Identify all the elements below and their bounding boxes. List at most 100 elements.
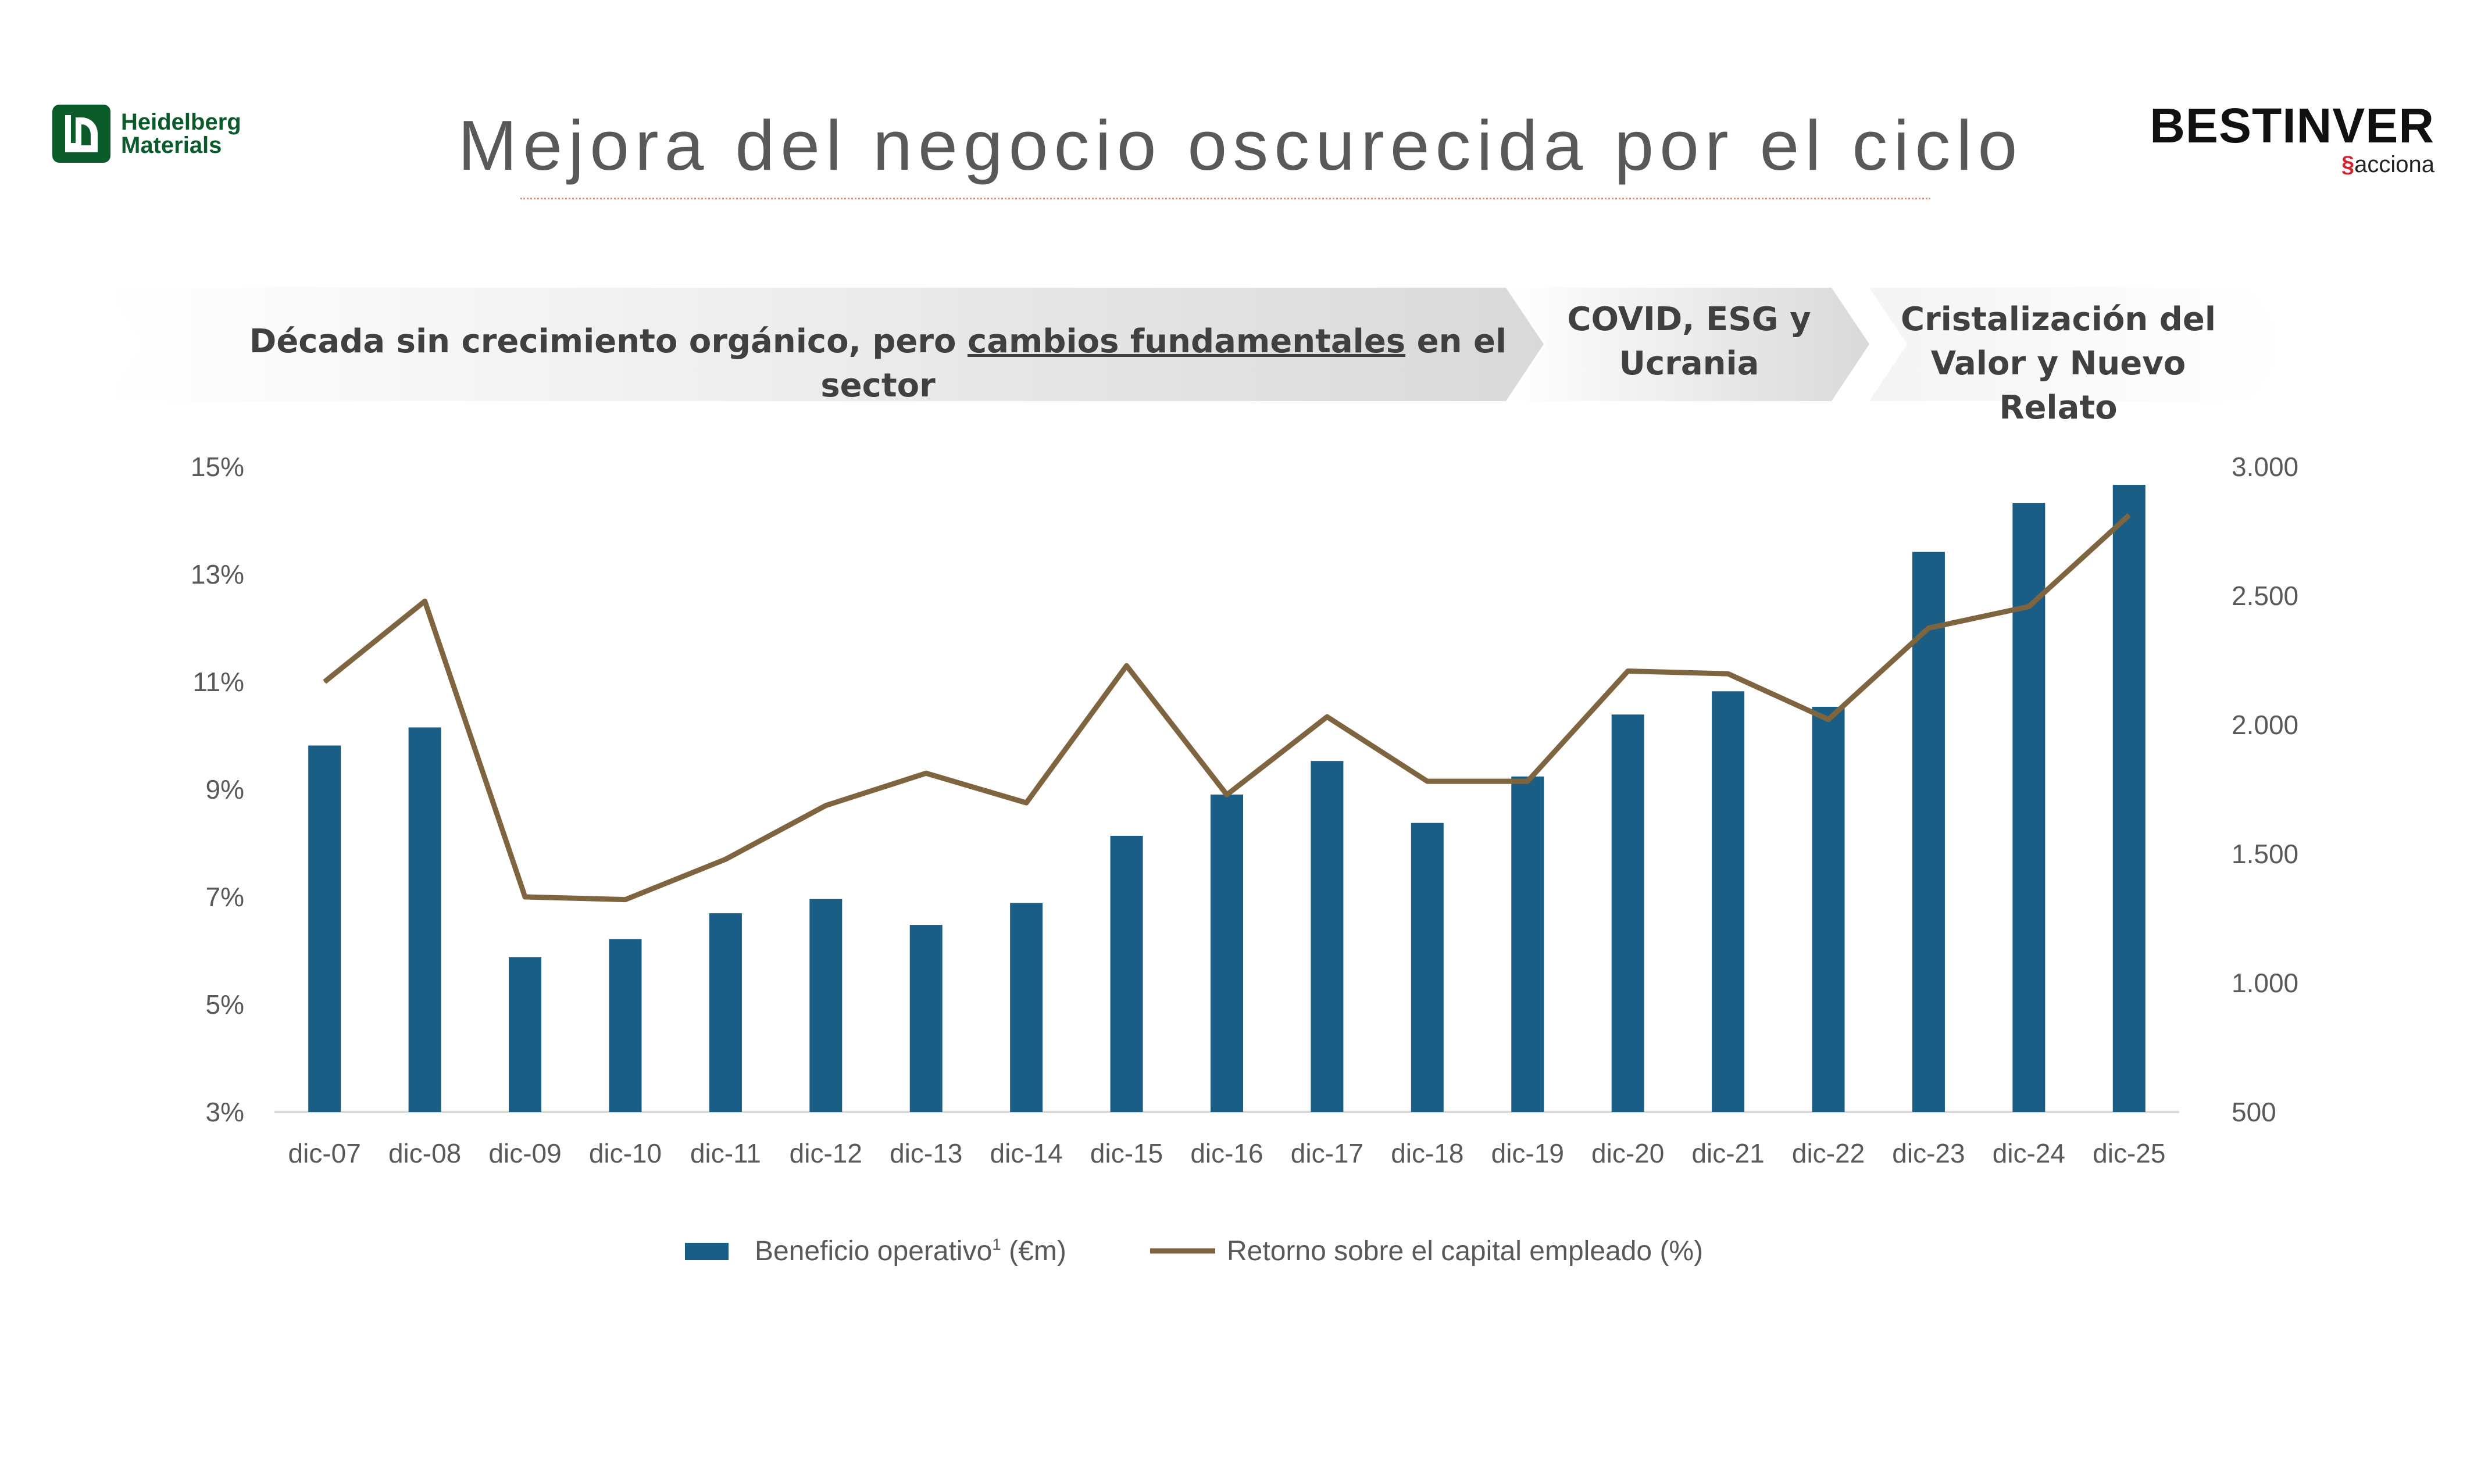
x-tick-label: dic-21 xyxy=(1691,1138,1764,1168)
line-series xyxy=(323,513,2131,903)
bar-dic-08 xyxy=(408,727,441,1112)
roce-point-dic-17 xyxy=(1326,716,1328,718)
x-tick-label: dic-18 xyxy=(1391,1138,1463,1168)
bar-dic-18 xyxy=(1411,823,1444,1112)
y-right-tick-label: 1.500 xyxy=(2232,839,2298,869)
x-tick-label: dic-08 xyxy=(388,1138,461,1168)
y-left-tick-label: 7% xyxy=(206,882,244,912)
bar-dic-22 xyxy=(1812,706,1845,1112)
phase-1-text-underlined: cambios fundamentales xyxy=(967,323,1406,360)
roce-point-dic-25 xyxy=(2128,514,2130,516)
phase-arrow-1 xyxy=(105,288,1544,401)
bar-dic-15 xyxy=(1110,835,1143,1112)
legend-bar-name: Beneficio operativo xyxy=(755,1236,992,1267)
y-right-tick-label: 2.500 xyxy=(2232,581,2298,611)
x-tick-label: dic-24 xyxy=(1993,1138,2065,1168)
roce-point-dic-16 xyxy=(1226,794,1227,796)
logo-right-sub: acciona xyxy=(2354,152,2434,177)
bestinver-logo: BESTINVER §acciona xyxy=(2150,98,2434,178)
x-tick-label: dic-12 xyxy=(790,1138,862,1168)
x-tick-label: dic-14 xyxy=(990,1138,1063,1168)
roce-point-dic-07 xyxy=(324,681,326,682)
x-tick-label: dic-22 xyxy=(1792,1138,1865,1168)
x-tick-label: dic-25 xyxy=(2093,1138,2165,1168)
phase-3-line1: Cristalización del xyxy=(1900,301,2216,338)
logo-right-brand: BESTINVER xyxy=(2150,98,2434,153)
bar-dic-07 xyxy=(308,745,341,1112)
x-axis-labels: dic-07 dic-08 dic-09 dic-10 dic-11 dic-12 dic-… xyxy=(288,1138,2166,1168)
bar-dic-11 xyxy=(709,913,742,1112)
phase-arrows xyxy=(105,288,2288,401)
phase-3-line2: Valor y Nuevo Relato xyxy=(1930,345,2186,427)
x-tick-label: dic-11 xyxy=(690,1138,761,1168)
phase-1-text-before: Década sin crecimiento orgánico, pero xyxy=(249,323,968,360)
roce-point-dic-21 xyxy=(1727,673,1729,675)
bar-dic-09 xyxy=(509,957,542,1112)
logo-left-line1: Heidelberg xyxy=(121,109,241,135)
legend-bar-sup: 1 xyxy=(992,1235,1001,1253)
bar-dic-12 xyxy=(809,899,843,1112)
y-left-tick-label: 5% xyxy=(206,989,244,1020)
roce-point-dic-22 xyxy=(1827,718,1829,720)
x-tick-label: dic-16 xyxy=(1190,1138,1263,1168)
legend: Beneficio operativo1 (€m) Retorno sobre … xyxy=(685,1235,1703,1267)
x-tick-label: dic-20 xyxy=(1591,1138,1664,1168)
roce-point-dic-23 xyxy=(1927,627,1929,629)
roce-point-dic-15 xyxy=(1126,665,1127,667)
legend-bar-label: Beneficio operativo1 (€m) xyxy=(755,1235,1066,1267)
bar-dic-23 xyxy=(1912,552,1945,1112)
x-tick-label: dic-15 xyxy=(1090,1138,1163,1168)
y-left-tick-label: 9% xyxy=(206,774,244,804)
x-tick-label: dic-10 xyxy=(589,1138,662,1168)
roce-point-dic-08 xyxy=(424,600,426,602)
y-right-tick-label: 3.000 xyxy=(2232,452,2298,482)
heidelberg-materials-logo: Heidelberg Materials xyxy=(52,105,241,163)
y-left-tick-label: 15% xyxy=(191,452,244,482)
y-axis-right: 3.000 2.500 2.000 1.500 1.000 500 xyxy=(2232,452,2298,1127)
y-right-tick-label: 1.000 xyxy=(2232,968,2298,998)
x-tick-label: dic-23 xyxy=(1892,1138,1965,1168)
x-tick-label: dic-13 xyxy=(890,1138,962,1168)
x-tick-label: dic-19 xyxy=(1491,1138,1564,1168)
phase-2-line1: COVID, ESG y xyxy=(1567,301,1811,338)
phase-arrow-2 xyxy=(1509,288,1869,401)
y-left-tick-label: 13% xyxy=(191,559,244,589)
legend-bar-swatch xyxy=(685,1243,729,1260)
heidelberg-leaf-icon xyxy=(52,105,110,163)
roce-point-dic-20 xyxy=(1627,670,1629,672)
roce-point-dic-18 xyxy=(1426,781,1428,782)
phase-arrow-3 xyxy=(1869,288,2288,401)
roce-point-dic-13 xyxy=(925,773,927,774)
roce-point-dic-24 xyxy=(2028,606,2030,607)
roce-point-dic-10 xyxy=(624,899,626,900)
bar-dic-17 xyxy=(1311,761,1344,1112)
legend-line-label: Retorno sobre el capital empleado (%) xyxy=(1227,1236,1703,1267)
y-left-tick-label: 3% xyxy=(206,1097,244,1127)
phase-2-label: COVID, ESG y Ucrania xyxy=(1547,298,1832,386)
bar-dic-21 xyxy=(1712,691,1745,1112)
phase-1-label: Década sin crecimiento orgánico, pero ca… xyxy=(244,320,1512,408)
bar-dic-20 xyxy=(1611,714,1644,1112)
title-divider xyxy=(520,198,1930,199)
y-left-tick-label: 11% xyxy=(192,667,244,697)
phase-2-line2: Ucrania xyxy=(1619,345,1759,382)
x-tick-label: dic-09 xyxy=(488,1138,561,1168)
bar-dic-14 xyxy=(1010,903,1043,1112)
phase-3-label: Cristalización del Valor y Nuevo Relato xyxy=(1878,298,2239,430)
bar-series xyxy=(308,485,2146,1113)
bar-dic-25 xyxy=(2112,485,2146,1112)
legend-bar-suffix: (€m) xyxy=(1001,1236,1066,1267)
x-tick-label: dic-17 xyxy=(1291,1138,1363,1168)
roce-point-dic-12 xyxy=(825,804,827,806)
roce-point-dic-14 xyxy=(1026,802,1027,804)
page-title: Mejora del negocio oscurecida por el cic… xyxy=(458,106,2023,185)
y-right-tick-label: 2.000 xyxy=(2232,710,2298,740)
roce-point-dic-11 xyxy=(724,859,726,860)
bar-dic-19 xyxy=(1511,776,1544,1112)
y-axis-left: 15% 13% 11% 9% 7% 5% 3% xyxy=(191,452,244,1127)
roce-point-dic-19 xyxy=(1527,781,1529,782)
phase-1-text-after: en el sector xyxy=(820,323,1507,405)
bar-dic-16 xyxy=(1211,794,1243,1112)
x-tick-label: dic-07 xyxy=(288,1138,361,1168)
